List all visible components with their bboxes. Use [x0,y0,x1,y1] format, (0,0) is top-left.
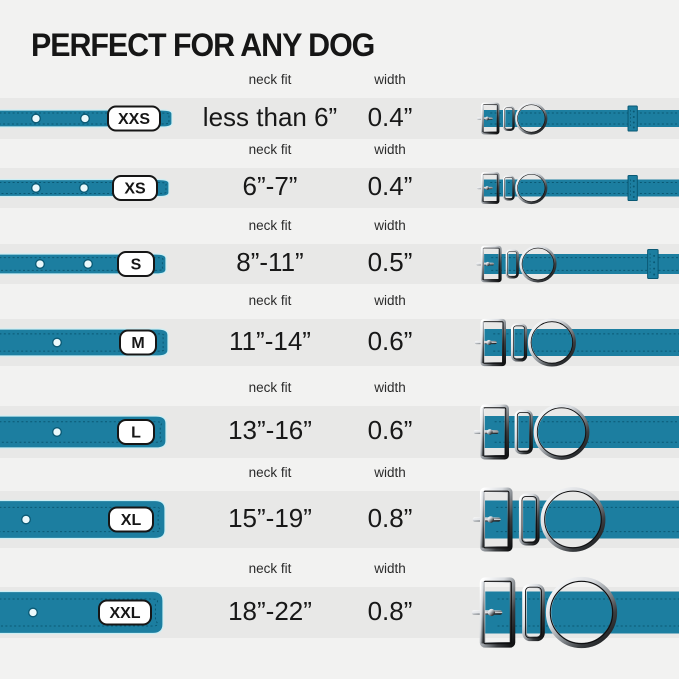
svg-text:XS: XS [124,181,146,198]
svg-text:XXL: XXL [109,605,140,622]
svg-text:L: L [131,425,141,442]
svg-text:M: M [131,335,144,352]
svg-text:XXS: XXS [118,111,150,128]
svg-text:XL: XL [121,512,142,529]
svg-text:S: S [131,257,142,274]
